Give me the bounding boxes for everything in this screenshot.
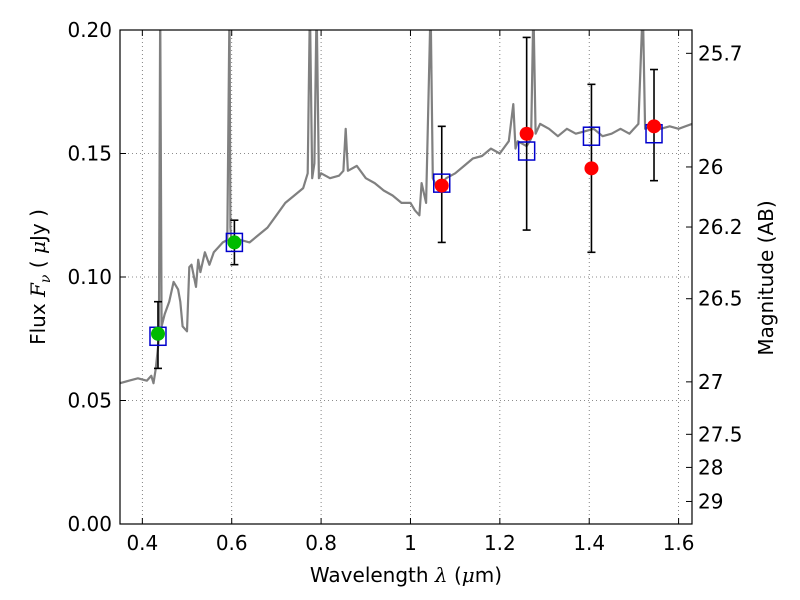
y-tick-label: 0.10: [67, 265, 112, 289]
y-axis-label: Flux Fν ( μJy ): [26, 209, 54, 345]
red-data-point: [584, 161, 599, 176]
magnitude-tick-label: 26.2: [698, 215, 743, 239]
red-data-point: [519, 126, 534, 141]
magnitude-tick-labels: 25.7 26 26.2 26.5 27 27.5 28 29: [698, 41, 743, 513]
magnitude-axis-label: Magnitude (AB): [754, 200, 778, 355]
x-tick-label: 0.4: [126, 531, 158, 555]
x-tick-label: 0.6: [216, 531, 248, 555]
plot-frame: [119, 29, 693, 525]
y-tick-label: 0.15: [67, 142, 112, 166]
x-tick-label: 0.8: [305, 531, 337, 555]
x-tick-label: 1.4: [573, 531, 605, 555]
magnitude-tick-label: 26.5: [698, 287, 743, 311]
magnitude-tick-label: 27.5: [698, 422, 743, 446]
y-tick-label: 0.05: [67, 389, 112, 413]
spectrum-layer: [120, 30, 692, 385]
x-tick-labels: 0.4 0.6 0.8 1 1.2 1.4 1.6: [126, 531, 694, 555]
model-points-layer: [149, 123, 663, 347]
x-tick-label: 1.2: [484, 531, 516, 555]
model-point-square: [225, 232, 244, 253]
magnitude-tick-label: 27: [698, 370, 723, 394]
y-tick-label: 0.00: [67, 512, 112, 536]
y-tick-label: 0.20: [67, 18, 112, 42]
x-axis-label: Wavelength λ (μm): [310, 563, 502, 587]
red-data-point: [434, 178, 449, 193]
green-data-point: [150, 326, 165, 341]
tick-marks: [120, 29, 692, 525]
magnitude-tick-label: 29: [698, 489, 723, 513]
magnitude-tick-label: 25.7: [698, 41, 743, 65]
spectrum-line: [120, 30, 692, 385]
model-point-square: [582, 126, 601, 146]
green-data-point: [227, 235, 242, 250]
observed-points-layer: [150, 119, 662, 341]
x-tick-label: 1.6: [663, 531, 695, 555]
magnitude-tick-label: 26: [698, 155, 723, 179]
red-data-point: [647, 119, 662, 134]
model-point-square: [517, 141, 536, 161]
grid-lines: [120, 29, 692, 525]
y-tick-labels: 0.00 0.05 0.10 0.15 0.20: [67, 18, 112, 536]
x-tick-label: 1: [404, 531, 417, 555]
magnitude-tick-label: 28: [698, 455, 723, 479]
